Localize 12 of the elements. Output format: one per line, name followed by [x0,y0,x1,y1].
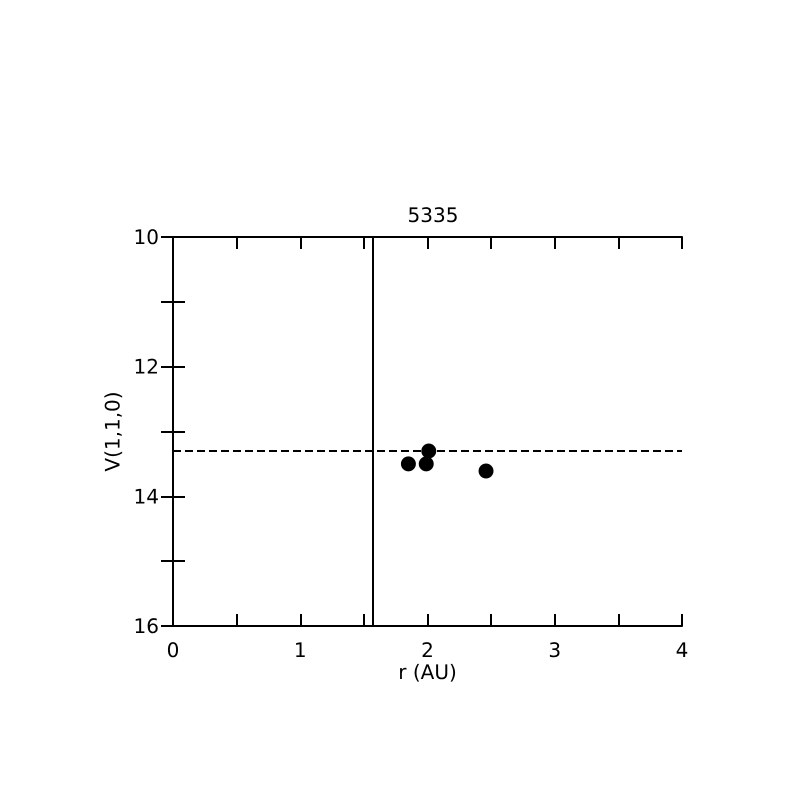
y-tick-label: 10 [134,225,159,249]
chart-title: 5335 [408,203,458,227]
x-tick-label: 2 [421,638,434,662]
x-tick-label: 3 [548,638,562,662]
x-tick-label: 1 [294,638,307,662]
y-axis-title: V(1,1,0) [100,391,125,472]
y-tick-label: 14 [134,484,159,508]
x-tick-label: 4 [676,638,688,662]
x-tick-label: 0 [166,638,180,662]
x-axis-title: r (AU) [398,660,457,684]
y-tick-label: 12 [134,354,159,379]
y-tick-label: 16 [134,614,159,638]
